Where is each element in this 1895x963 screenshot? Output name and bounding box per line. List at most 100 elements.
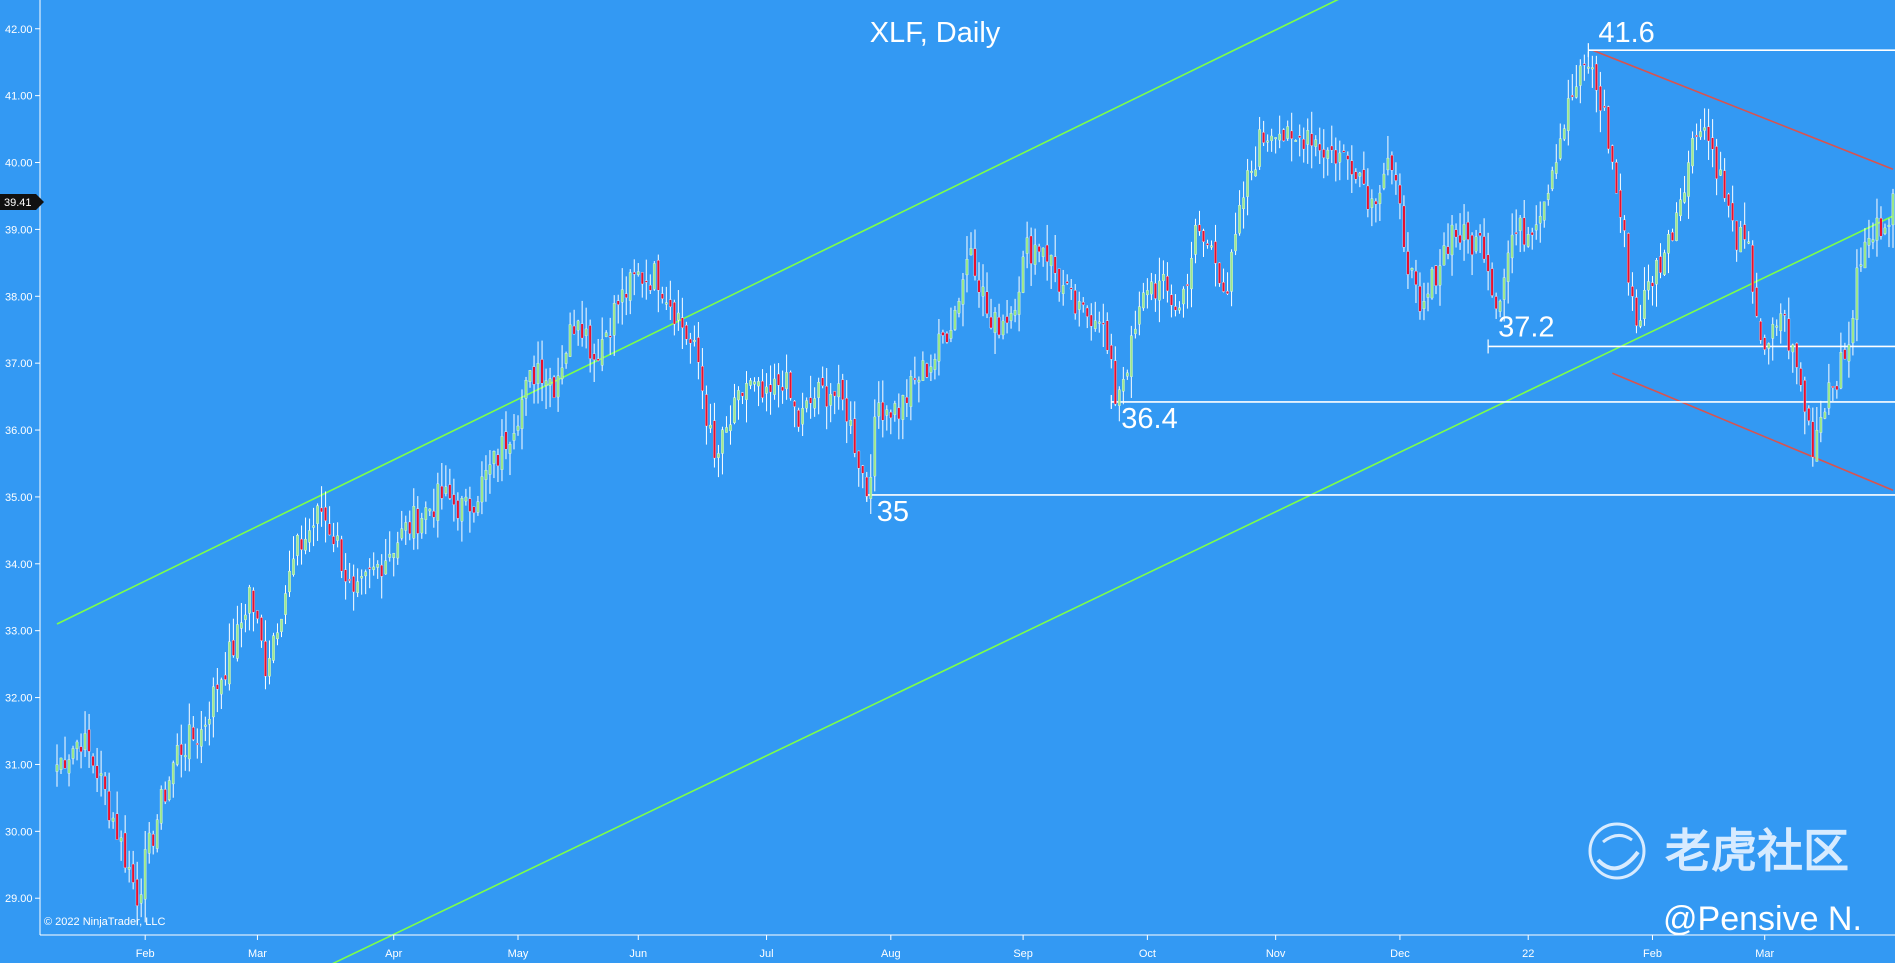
candle-up <box>801 408 804 425</box>
x-tick-label: Sep <box>1013 948 1033 960</box>
candle-down <box>841 379 845 400</box>
candle-up <box>729 424 732 431</box>
x-tick-label: Nov <box>1266 948 1286 960</box>
y-tick-label: 31.00 <box>5 759 33 771</box>
candle-down <box>1595 63 1598 91</box>
candle-up <box>753 381 756 385</box>
candle-up <box>1450 224 1454 256</box>
candle-up <box>59 757 63 770</box>
candle-down <box>1214 241 1217 264</box>
candle-up <box>1586 66 1590 69</box>
candle-up <box>1518 217 1522 231</box>
candle-up <box>1891 193 1895 226</box>
candle-up <box>336 535 339 541</box>
candle-up <box>1250 171 1253 173</box>
candle-up <box>428 508 432 512</box>
candle-down <box>1530 232 1534 236</box>
candle-up <box>576 320 580 331</box>
candle-down <box>1089 314 1093 327</box>
x-tick-label: Feb <box>136 948 155 960</box>
candle-up <box>1739 227 1743 253</box>
candle-down <box>328 523 331 536</box>
watermark-author: @Pensive N. <box>1663 900 1862 938</box>
candle-down <box>941 332 945 336</box>
candle-up <box>1129 335 1133 377</box>
candle-down <box>973 248 977 277</box>
candle-up <box>733 397 736 423</box>
candle-up <box>1887 224 1891 227</box>
candle-up <box>159 789 163 824</box>
candle-down <box>115 813 119 840</box>
x-tick-label: Dec <box>1390 948 1410 960</box>
chart-title: XLF, Daily <box>870 17 1001 49</box>
candle-down <box>1186 284 1189 287</box>
candle-up <box>1554 162 1558 174</box>
candle-down <box>1222 282 1225 292</box>
candle-down <box>1486 254 1490 272</box>
candle-up <box>464 496 468 502</box>
candle-up <box>1847 344 1851 362</box>
candle-up <box>885 409 889 416</box>
candle-down <box>348 578 351 581</box>
candle-up <box>280 618 283 632</box>
candle-up <box>1775 325 1779 328</box>
candle-down <box>977 280 981 293</box>
candle-up <box>1823 411 1827 419</box>
candle-up <box>1230 251 1233 292</box>
candle-down <box>1671 232 1674 241</box>
candle-up <box>1158 280 1161 301</box>
candle-down <box>440 485 444 499</box>
candle-up <box>1679 199 1682 217</box>
candle-up <box>1643 290 1646 319</box>
candle-up <box>396 542 400 559</box>
candle-down <box>107 791 111 821</box>
candle-up <box>1001 320 1005 336</box>
candle-up <box>548 378 552 386</box>
candle-down <box>1651 282 1654 287</box>
candle-down <box>1362 169 1366 185</box>
candle-up <box>869 477 873 499</box>
y-tick-label: 30.00 <box>5 826 33 838</box>
candle-up <box>1855 267 1859 320</box>
candle-down <box>881 402 885 421</box>
candle-down <box>1615 162 1618 194</box>
candle-up <box>392 553 396 559</box>
candle-down <box>300 538 303 550</box>
candle-up <box>1033 244 1037 265</box>
candle-up <box>1162 274 1165 281</box>
y-tick-label: 42.00 <box>5 24 33 36</box>
candle-up <box>909 376 913 407</box>
candle-up <box>1021 256 1025 293</box>
candle-down <box>1226 291 1229 294</box>
candle-down <box>592 353 596 360</box>
copyright-label: © 2022 NinjaTrader, LLC <box>44 916 165 928</box>
candle-up <box>1370 198 1374 208</box>
candle-down <box>1073 290 1077 314</box>
candle-up <box>564 353 568 364</box>
candle-down <box>572 325 576 335</box>
candle-up <box>1703 127 1706 131</box>
candle-down <box>344 569 347 582</box>
candle-down <box>1109 345 1113 360</box>
candle-down <box>889 411 893 419</box>
candle-up <box>849 419 853 426</box>
candle-up <box>276 632 279 640</box>
candle-up <box>1506 252 1510 282</box>
candle-down <box>416 508 420 534</box>
candle-down <box>324 507 327 521</box>
text-layer: 41.6 37.2 36.4 35 <box>877 17 1655 528</box>
current-price-marker <box>0 193 44 210</box>
x-tick-label: Oct <box>1139 948 1156 960</box>
candle-up <box>544 380 548 387</box>
candle-up <box>484 470 488 480</box>
candle-up <box>961 279 965 305</box>
candle-down <box>1446 246 1450 255</box>
level-label-41-6: 41.6 <box>1598 17 1654 49</box>
candle-down <box>1069 287 1073 290</box>
candle-down <box>1494 296 1498 309</box>
candle-up <box>1867 238 1871 246</box>
x-tick-label: Apr <box>385 948 402 960</box>
candle-up <box>612 303 616 336</box>
